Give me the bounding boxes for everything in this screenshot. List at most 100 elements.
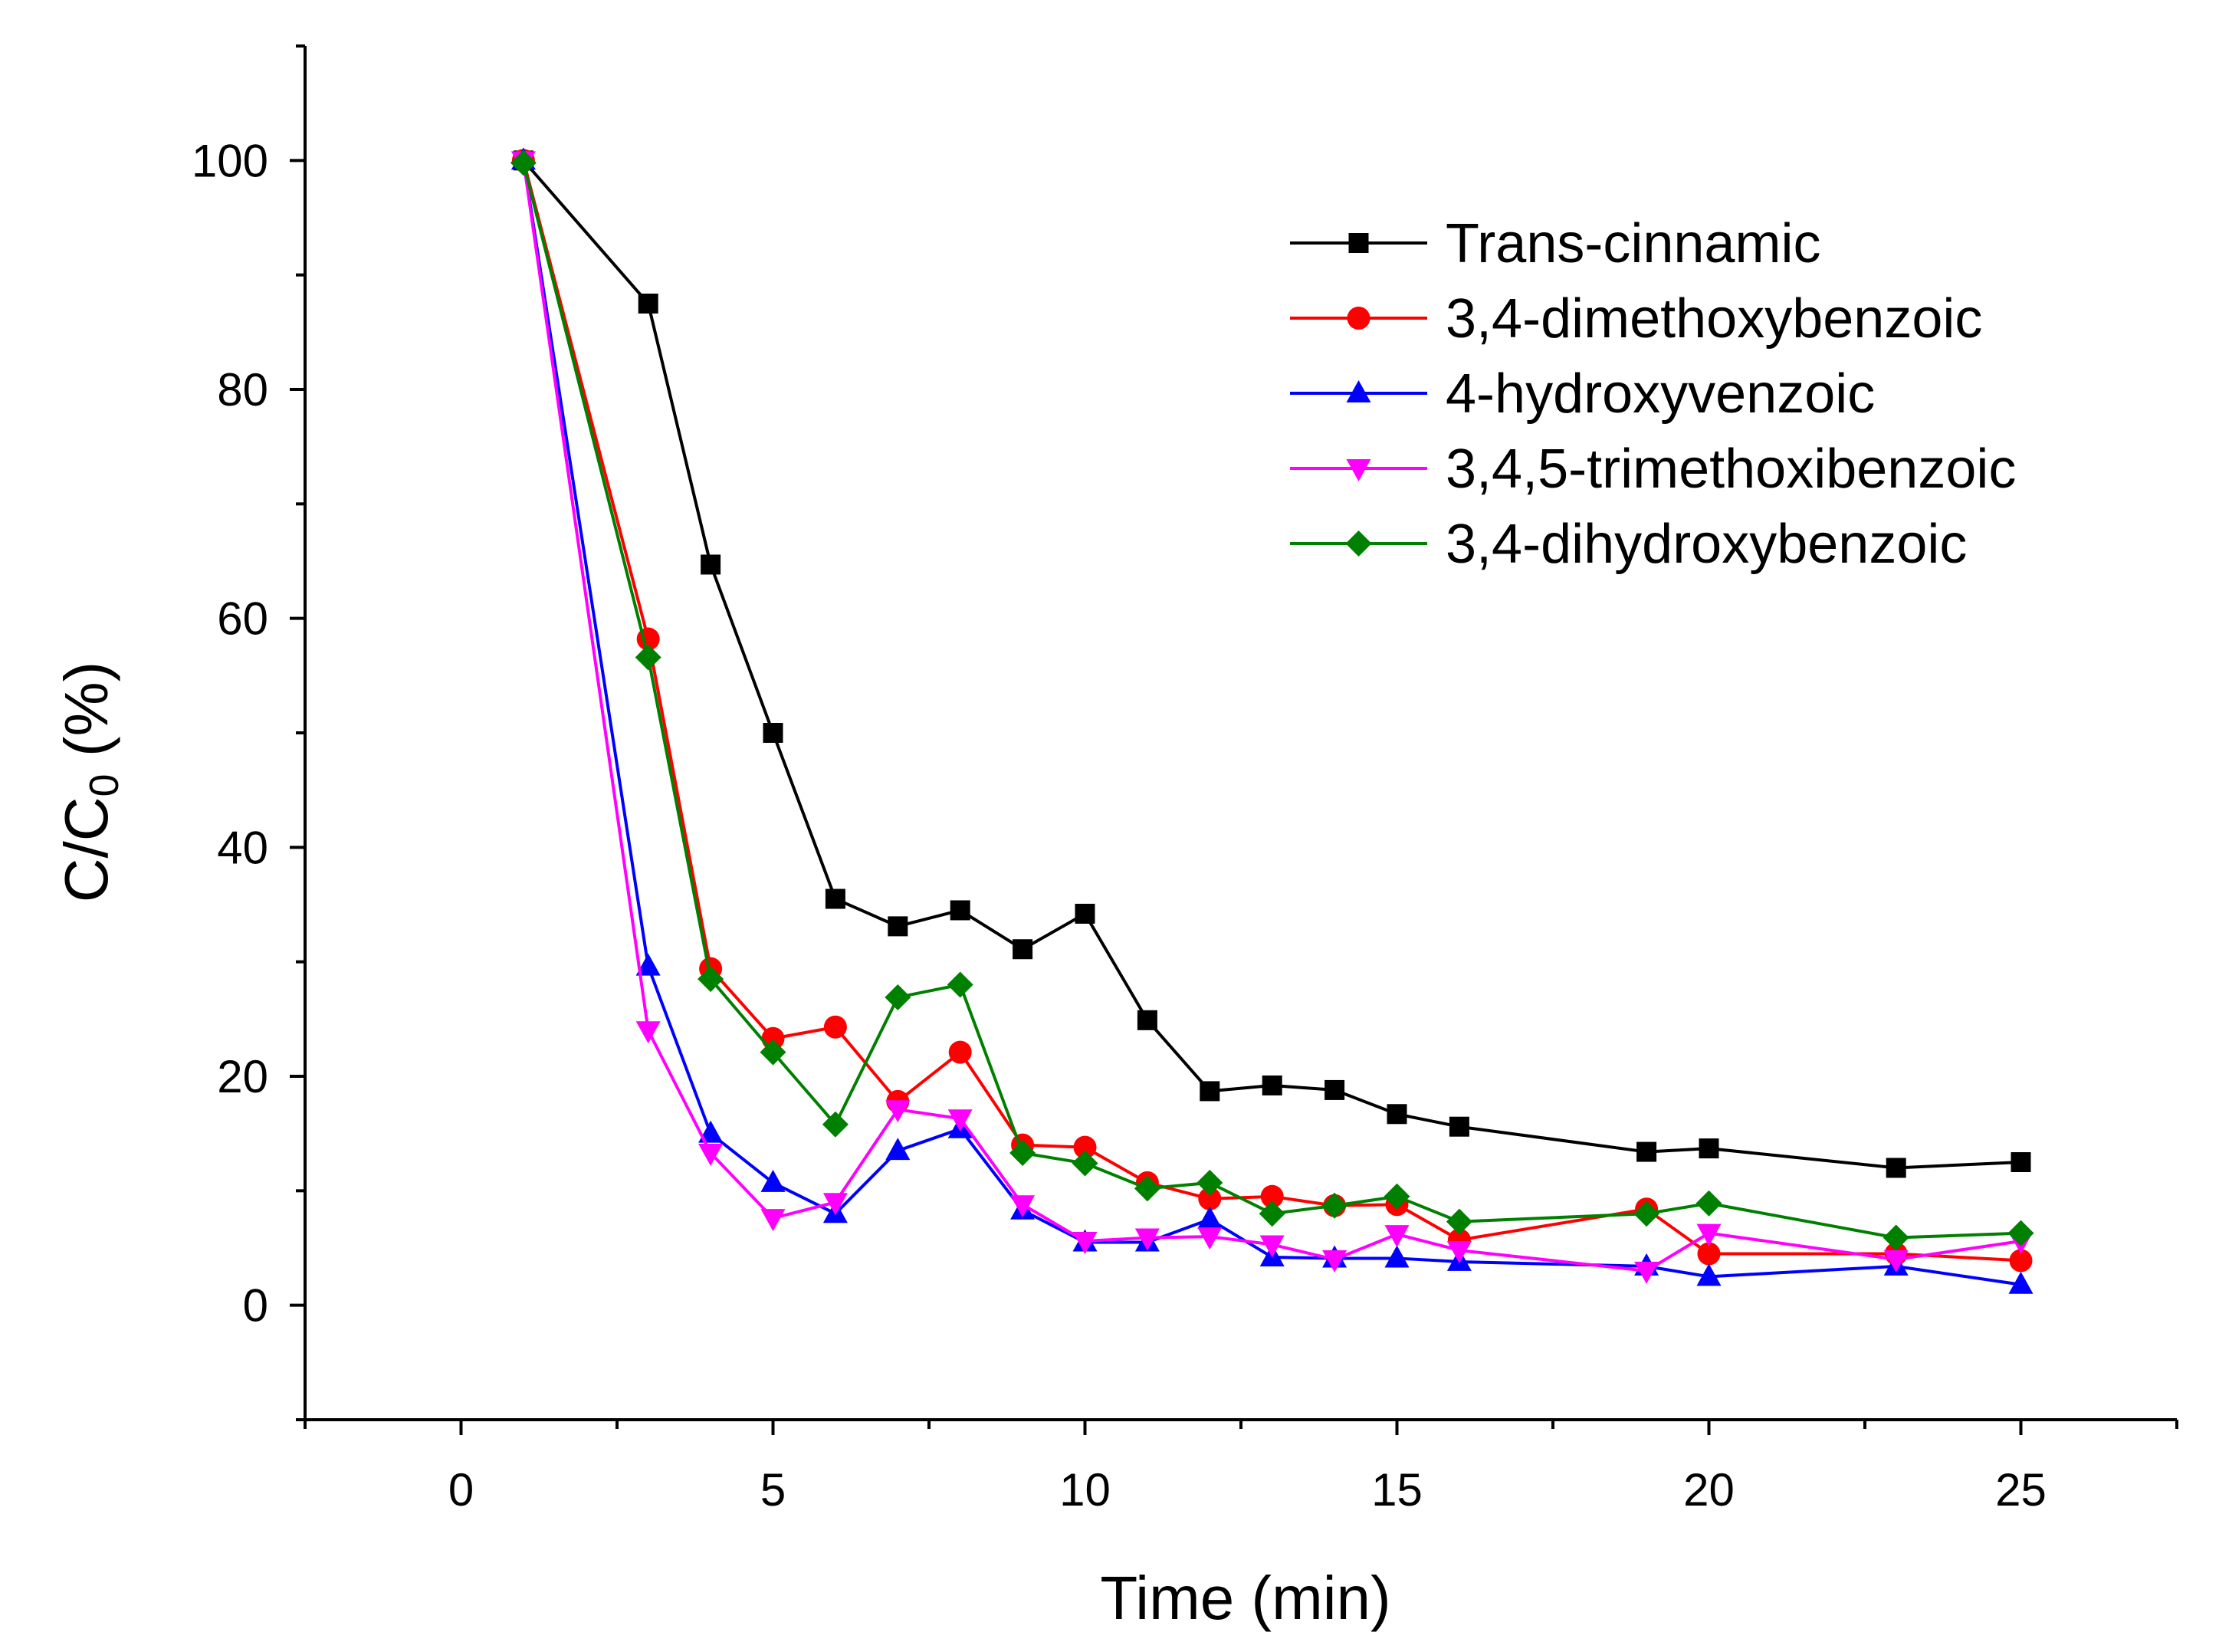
data-point [2011,1152,2031,1172]
data-point [1695,1190,1722,1217]
data-point [635,1021,661,1044]
y-tick-label: 60 [217,593,268,645]
legend-label: Trans-cinnamic [1446,213,1820,274]
legend-item: 3,4-dimethoxybenzoic [1290,288,1982,350]
legend-label: 3,4,5-trimethoxibenzoic [1446,438,2016,500]
x-ticks: 0 5 10 15 20 25 [304,1420,2178,1516]
data-point [1075,903,1095,924]
y-axis-title-main: C/C [52,796,120,902]
data-point [1198,1187,1222,1210]
data-point [1696,1223,1722,1246]
data-point [1134,1175,1160,1202]
data-point [1262,1075,1282,1095]
data-point [885,1138,911,1161]
data-point [635,953,661,976]
data-point [822,1111,849,1138]
data-point [1883,1224,1909,1251]
data-point [701,554,721,575]
data-point [2008,1271,2034,1294]
legend-marker [1345,530,1372,557]
data-point [1072,1150,1098,1177]
data-point [1197,1206,1223,1229]
data-point [1259,1235,1285,1258]
data-point [950,900,970,921]
data-point [1325,1079,1345,1100]
data-point [1384,1245,1410,1268]
data-point [948,1040,972,1064]
x-tick-label: 20 [1683,1464,1735,1516]
y-axis-title-suffix: (%) [52,662,120,774]
data-point [947,1109,973,1132]
data-point [698,1144,724,1167]
data-point [822,1193,848,1216]
data-point [1134,1228,1160,1251]
y-axis-title-subscript: 0 [81,773,127,796]
data-point [1886,1158,1906,1178]
axes: 0 20 40 60 80 100 0 5 10 15 20 25 [192,44,2178,1516]
data-point [760,1039,786,1066]
legend-item: 3,4,5-trimethoxibenzoic [1290,438,2016,500]
data-point [1636,1141,1657,1162]
series-4 [510,151,2034,1284]
data-point [698,1120,724,1143]
x-tick-label: 0 [448,1464,474,1516]
x-axis-title: Time (min) [1100,1564,1390,1632]
data-point [1259,1200,1285,1227]
data-point [1446,1208,1472,1235]
data-point [763,723,783,743]
y-tick-label: 0 [243,1280,268,1332]
y-ticks: 0 20 40 60 80 100 [192,44,305,1421]
x-tick-label: 15 [1371,1464,1423,1516]
y-tick-label: 20 [217,1051,268,1102]
series-5 [510,149,2034,1251]
y-tick-label: 80 [217,364,268,415]
series-1 [513,150,2031,1178]
legend-marker [1348,233,1369,253]
data-point [1200,1081,1220,1102]
data-point [1699,1138,1719,1159]
data-point [1013,939,1033,960]
legend-item: 3,4-dihydroxybenzoic [1290,514,1967,575]
legend-item: Trans-cinnamic [1290,213,1820,274]
data-point [1009,1140,1036,1167]
data-point [1322,1250,1347,1273]
data-point [1633,1200,1660,1227]
data-point [1384,1225,1410,1248]
legend-marker [1347,307,1370,330]
data-point [2009,1249,2033,1273]
data-point [2007,1220,2034,1246]
data-point [1321,1192,1348,1219]
data-point [698,966,724,993]
data-point [638,294,658,314]
data-point [1883,1250,1909,1273]
y-tick-label: 40 [217,822,268,873]
data-point [760,1209,786,1232]
data-point [1449,1116,1469,1137]
legend-marker [1346,459,1371,481]
data-point [1072,1232,1098,1255]
data-point [823,1015,847,1039]
data-point [1010,1195,1036,1218]
data-point [885,1100,911,1123]
legend-label: 3,4-dihydroxybenzoic [1446,514,1967,575]
plot-area [510,147,2034,1294]
data-point [760,1169,786,1192]
data-point [1197,1227,1223,1250]
data-point [510,149,537,176]
data-point [1137,1010,1157,1030]
data-point [1634,1261,1659,1284]
data-point [635,644,661,671]
y-tick-label: 100 [192,135,268,186]
data-point [1387,1104,1407,1125]
x-tick-label: 10 [1059,1464,1111,1516]
x-tick-label: 25 [1995,1464,2047,1516]
data-point [1697,1242,1721,1266]
legend-marker [1346,380,1371,402]
data-point [825,888,845,909]
legend-label: 4-hydroxyvenzoic [1446,363,1875,425]
data-point [1446,1240,1472,1263]
data-point [885,984,911,1010]
y-axis-title: C/C0 (%) [52,662,127,902]
data-point [888,916,908,937]
